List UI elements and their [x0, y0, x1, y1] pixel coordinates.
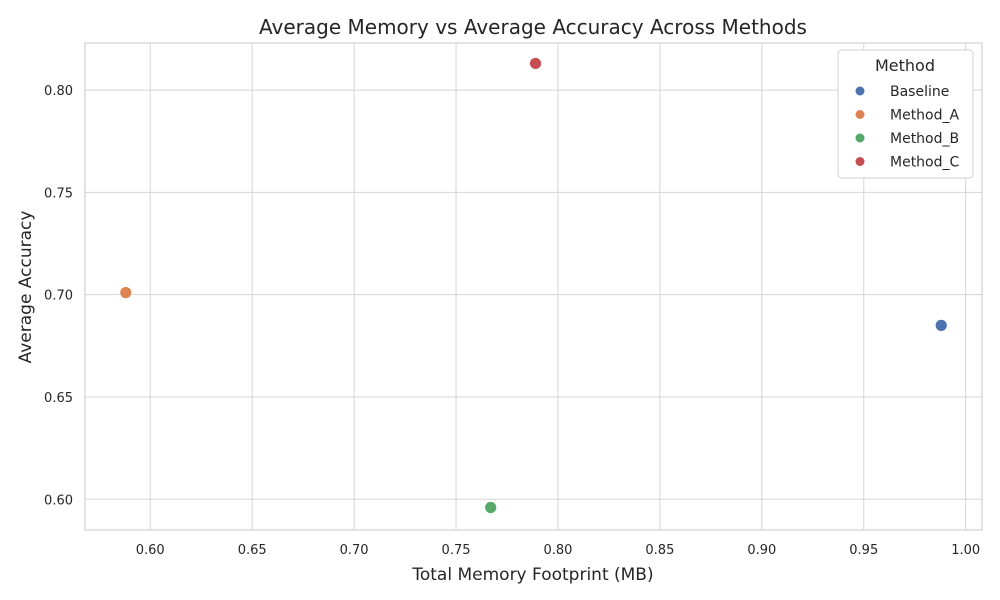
legend-box: [837, 49, 974, 179]
legend-marker-baseline: [855, 86, 865, 96]
x-tick-label: 0.70: [340, 543, 369, 558]
legend-marker-method-b: [855, 133, 865, 143]
y-tick-label: 0.70: [44, 289, 73, 304]
y-axis-label: Average Accuracy: [16, 211, 36, 364]
legend-marker-method-c: [855, 157, 865, 166]
data-point-method-b: [484, 501, 498, 514]
y-axis-ticks: 0.60 0.65 0.70 0.75 0.80: [44, 84, 73, 508]
legend: Method Baseline Method_A Method_B Method_C: [837, 49, 974, 179]
x-tick-label: 0.75: [442, 543, 471, 558]
legend-marker-method-a: [855, 110, 865, 119]
data-point-baseline: [934, 318, 948, 332]
data-point-method-a: [119, 286, 133, 300]
data-point-method-c: [529, 57, 542, 70]
legend-label-method-b: Method_B: [890, 131, 959, 147]
chart-title: Average Memory vs Average Accuracy Acros…: [259, 15, 807, 39]
y-tick-label: 0.65: [44, 391, 73, 406]
y-tick-label: 0.60: [44, 493, 73, 508]
legend-label-method-c: Method_C: [890, 155, 960, 171]
x-tick-label: 0.80: [543, 543, 572, 558]
x-tick-label: 0.90: [747, 543, 776, 558]
x-tick-label: 0.95: [849, 543, 878, 558]
data-points: [119, 57, 948, 514]
x-axis-label: Total Memory Footprint (MB): [411, 565, 653, 585]
x-tick-label: 0.85: [645, 543, 674, 558]
plot-area-frame: [84, 42, 983, 531]
y-tick-label: 0.80: [44, 84, 73, 99]
legend-label-method-a: Method_A: [890, 108, 960, 124]
x-axis-ticks: 0.60 0.65 0.70 0.75 0.80 0.85 0.90 0.95 1.00: [136, 543, 980, 558]
legend-label-baseline: Baseline: [890, 84, 949, 100]
legend-title: Method: [875, 56, 935, 75]
legend-items: Baseline Method_A Method_B Method_C: [855, 84, 960, 171]
x-tick-label: 0.60: [136, 543, 165, 558]
x-tick-label: 0.65: [238, 543, 267, 558]
x-tick-label: 1.00: [951, 543, 980, 558]
y-tick-label: 0.75: [44, 186, 73, 201]
